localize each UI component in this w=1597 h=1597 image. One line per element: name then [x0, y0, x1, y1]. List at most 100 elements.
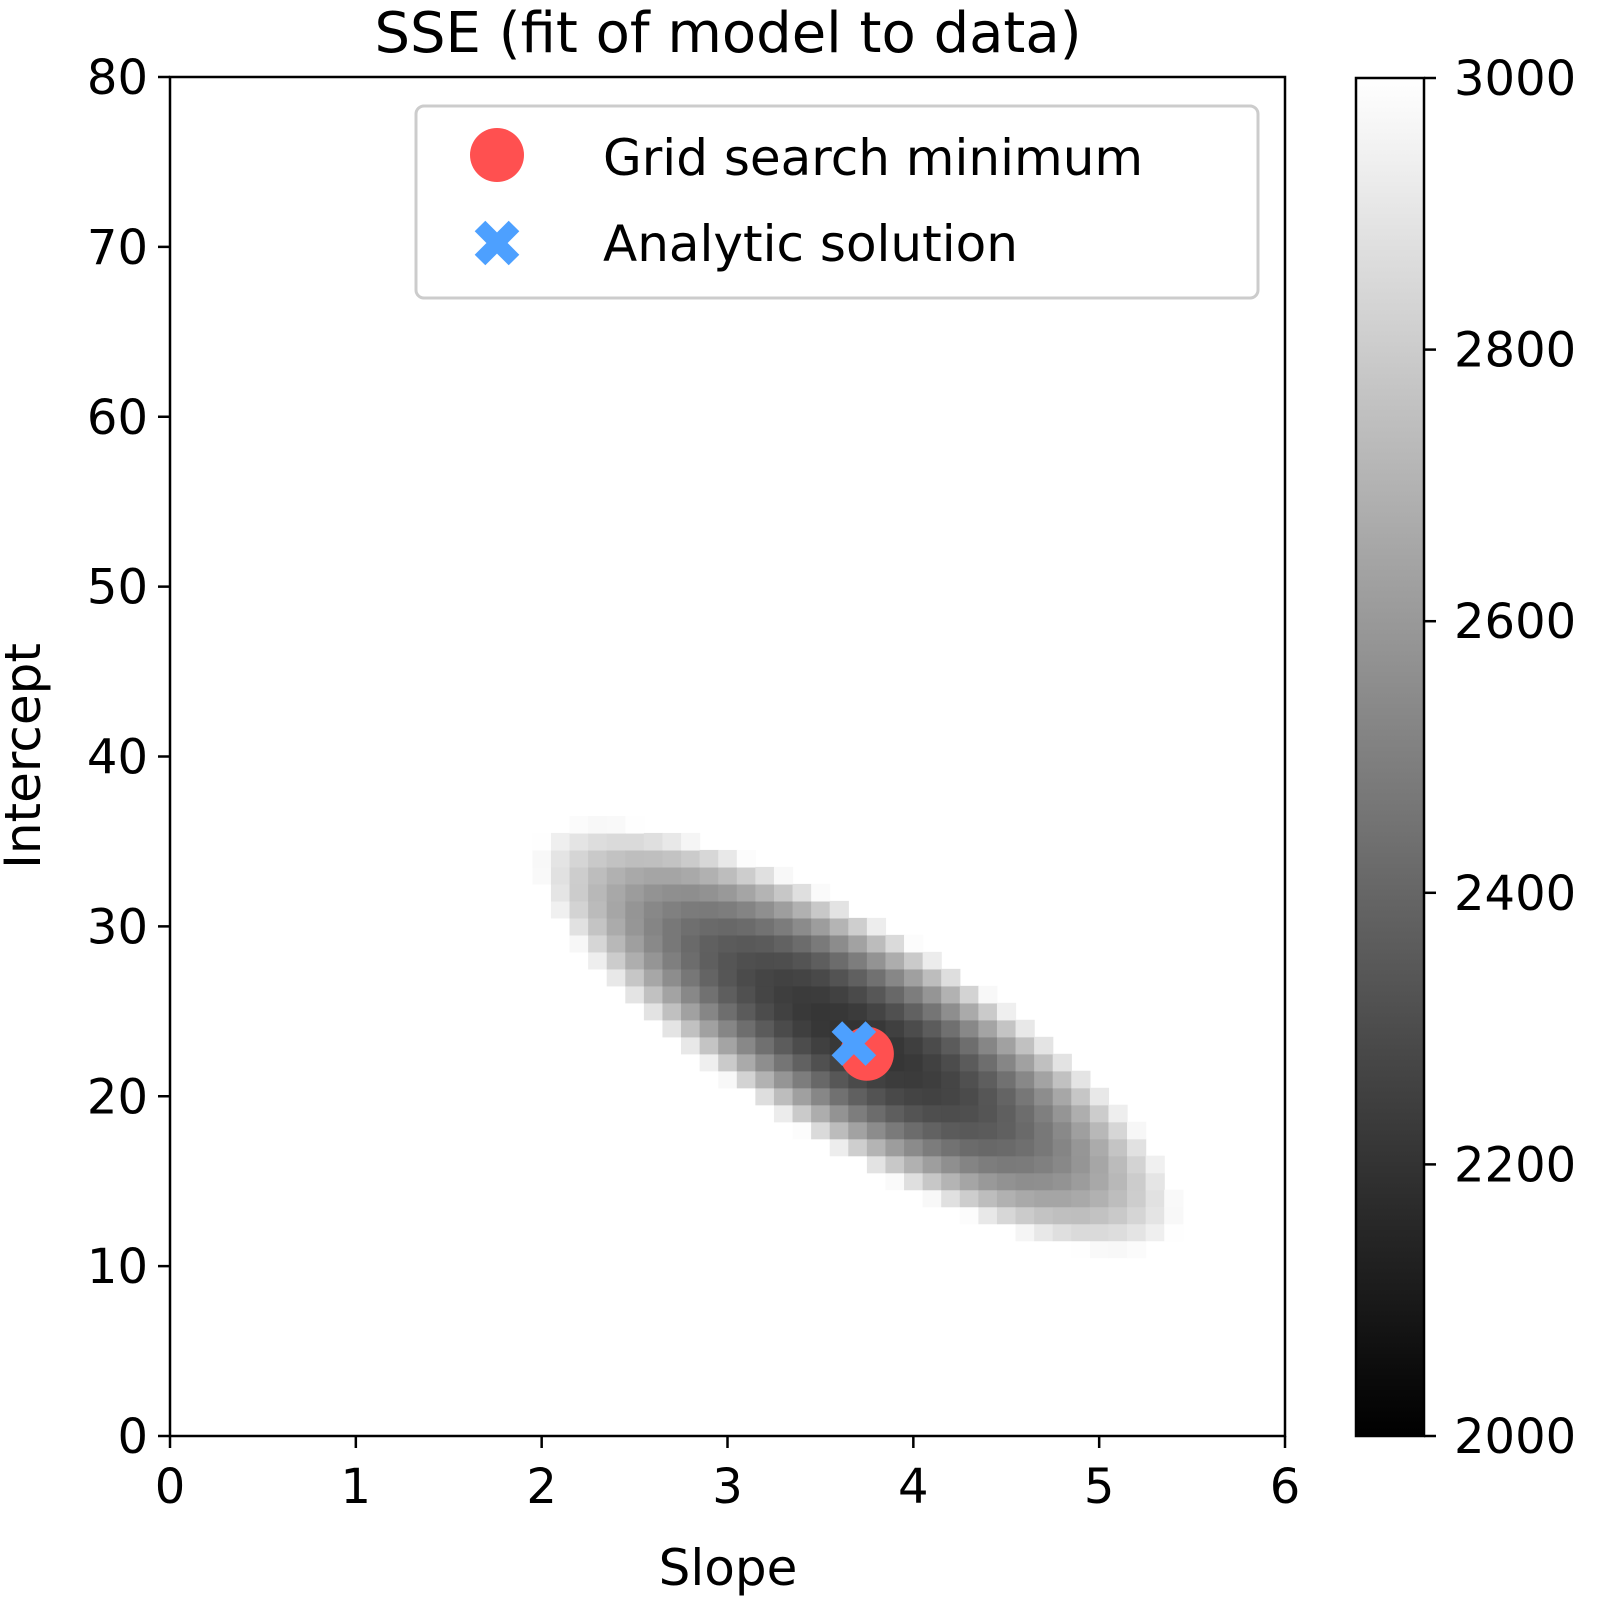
heatmap-cell — [848, 1104, 868, 1123]
heatmap-cell — [959, 1155, 979, 1174]
heatmap-cell — [1015, 1036, 1035, 1055]
y-tick-label: 60 — [87, 390, 148, 446]
heatmap-cell — [978, 1019, 998, 1038]
heatmap-cell — [978, 1070, 998, 1089]
heatmap-cell — [792, 1121, 812, 1140]
heatmap-cell — [848, 1087, 868, 1106]
heatmap-cell — [755, 951, 775, 970]
heatmap-cell — [606, 900, 626, 919]
heatmap-cell — [941, 1036, 961, 1055]
heatmap-cell — [996, 1104, 1017, 1123]
heatmap-cell — [904, 1070, 924, 1089]
heatmap-cell — [569, 934, 589, 953]
heatmap-cell — [941, 1121, 961, 1140]
x-tick-label: 4 — [898, 1459, 929, 1515]
heatmap-cell — [681, 849, 701, 868]
heatmap-cell — [1052, 1138, 1072, 1157]
y-tick-label: 30 — [87, 899, 148, 955]
heatmap-cell — [1071, 1223, 1091, 1242]
heatmap-cell — [829, 968, 849, 987]
heatmap-cell — [773, 1053, 794, 1072]
heatmap-cell — [792, 985, 812, 1004]
heatmap-cell — [662, 1019, 682, 1038]
heatmap-cell — [1015, 1087, 1035, 1106]
heatmap-cell — [699, 951, 719, 970]
heatmap-cell — [1052, 1053, 1072, 1072]
heatmap-cell — [996, 1138, 1017, 1157]
heatmap-cell — [588, 832, 608, 851]
heatmap-cell — [904, 951, 924, 970]
heatmap-cell — [1145, 1206, 1165, 1225]
heatmap-cell — [1034, 1189, 1054, 1208]
heatmap-cell — [941, 1002, 961, 1021]
heatmap-cell — [1015, 1223, 1035, 1242]
heatmap-cell — [1052, 1223, 1072, 1242]
heatmap-cell — [996, 1155, 1017, 1174]
heatmap-cell — [699, 883, 719, 902]
heatmap-cell — [1071, 1138, 1091, 1157]
heatmap-cell — [1052, 1206, 1072, 1225]
heatmap-cell — [792, 1104, 812, 1123]
heatmap-cell — [922, 1104, 942, 1123]
heatmap-cell — [792, 1070, 812, 1089]
heatmap-cell — [866, 1121, 887, 1140]
heatmap-cell — [996, 1002, 1017, 1021]
heatmap-cell — [978, 1036, 998, 1055]
heatmap-cell — [662, 968, 682, 987]
x-tick-label: 3 — [712, 1459, 743, 1515]
heatmap-cell — [1108, 1240, 1128, 1259]
heatmap-cell — [1108, 1172, 1128, 1191]
heatmap-cell — [978, 1155, 998, 1174]
heatmap-cell — [718, 1053, 738, 1072]
heatmap-cell — [1015, 1172, 1035, 1191]
heatmap-cell — [773, 951, 794, 970]
heatmap-cell — [718, 1036, 738, 1055]
heatmap-cell — [736, 1070, 756, 1089]
heatmap-cell — [681, 985, 701, 1004]
y-axis: 0 10 20 30 40 50 60 70 80 — [87, 50, 170, 1465]
y-tick-label: 0 — [117, 1409, 148, 1465]
heatmap-cell — [811, 1002, 831, 1021]
heatmap-cell — [625, 951, 645, 970]
heatmap-cell — [1071, 1070, 1091, 1089]
heatmap-cell — [643, 849, 664, 868]
heatmap-cell — [829, 1104, 849, 1123]
heatmap-cell — [699, 985, 719, 1004]
heatmap-cell — [681, 1036, 701, 1055]
heatmap-cell — [885, 951, 905, 970]
heatmap-cell — [1034, 1172, 1054, 1191]
heatmap-cell — [1127, 1240, 1147, 1259]
heatmap-cell — [643, 883, 664, 902]
heatmap-cell — [1164, 1189, 1184, 1208]
heatmap-cell — [550, 832, 571, 851]
heatmap-cell — [755, 1002, 775, 1021]
heatmap-cell — [1071, 1240, 1091, 1259]
heatmap-cell — [736, 1053, 756, 1072]
heatmap-cell — [755, 1087, 775, 1106]
x-tick-label: 5 — [1084, 1459, 1115, 1515]
heatmap-cell — [588, 849, 608, 868]
heatmap-cell — [996, 1019, 1017, 1038]
heatmap-cell — [866, 951, 887, 970]
heatmap-cell — [904, 1002, 924, 1021]
heatmap-cell — [662, 900, 682, 919]
heatmap-cell — [1145, 1155, 1165, 1174]
heatmap-cell — [773, 1019, 794, 1038]
heatmap-cell — [773, 1104, 794, 1123]
heatmap-cell — [792, 1036, 812, 1055]
y-tick-label: 10 — [87, 1239, 148, 1295]
heatmap-cell — [922, 1053, 942, 1072]
heatmap-cell — [866, 917, 887, 936]
heatmap-cell — [922, 985, 942, 1004]
heatmap-cell — [1108, 1104, 1128, 1123]
heatmap-cell — [904, 968, 924, 987]
heatmap-cell — [699, 917, 719, 936]
heatmap-cell — [1034, 1104, 1054, 1123]
heatmap-cell — [773, 900, 794, 919]
heatmap-cell — [1145, 1189, 1165, 1208]
heatmap-cell — [625, 849, 645, 868]
heatmap-cell — [736, 968, 756, 987]
heatmap-cell — [996, 1121, 1017, 1140]
analytic-solution-marker — [831, 1021, 877, 1066]
heatmap-cell — [941, 985, 961, 1004]
